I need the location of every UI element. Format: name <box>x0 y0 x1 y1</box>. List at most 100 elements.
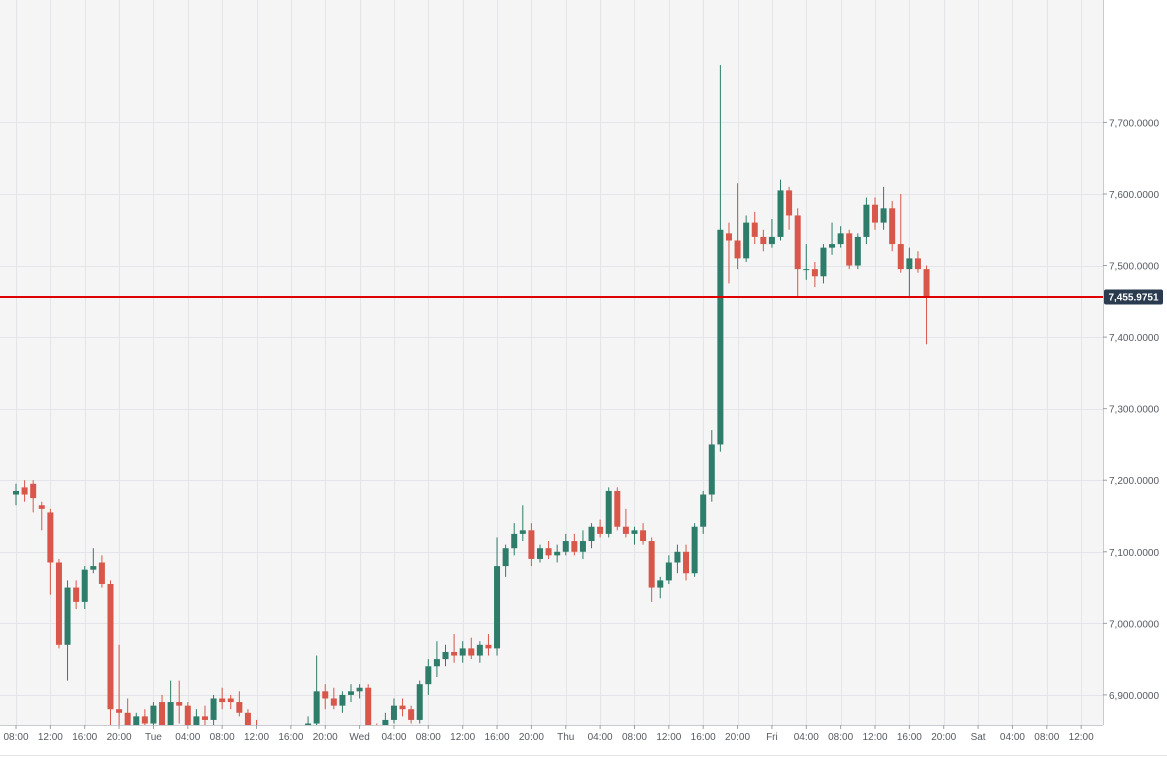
candle <box>451 634 458 663</box>
candle-body <box>348 691 355 695</box>
candle-body <box>356 687 363 692</box>
x-tick-label: 12:00 <box>656 732 681 743</box>
candle <box>339 691 346 713</box>
candle-body <box>665 562 672 581</box>
price-label-group: 7,455.9751 <box>1104 289 1163 305</box>
candle <box>803 244 810 280</box>
candle-body <box>30 483 37 499</box>
candle <box>502 544 509 577</box>
candle <box>562 533 569 556</box>
candle <box>30 480 37 513</box>
candle-body <box>244 712 251 735</box>
candle <box>554 544 561 563</box>
x-tick-label: 08:00 <box>416 732 441 743</box>
x-tick-label: 20:00 <box>931 732 956 743</box>
candle-body <box>519 530 526 534</box>
candle <box>854 233 861 270</box>
candle <box>21 480 28 502</box>
candle <box>751 211 758 245</box>
candle-body <box>863 204 870 237</box>
candle-body <box>408 709 415 720</box>
candle-body <box>502 548 509 567</box>
x-tick-label: 16:00 <box>691 732 716 743</box>
candle <box>829 222 836 255</box>
y-tick-label: 7,400.0000 <box>1109 333 1159 344</box>
candle <box>210 694 217 728</box>
candle-body <box>476 644 483 656</box>
candle <box>116 644 123 738</box>
x-tick-label: 04:00 <box>588 732 613 743</box>
candle-body <box>923 269 930 298</box>
candle-body <box>579 541 586 552</box>
candle <box>511 523 518 556</box>
candle <box>519 505 526 542</box>
candle <box>219 687 226 710</box>
x-tick-label: 08:00 <box>210 732 235 743</box>
candle-body <box>47 512 54 563</box>
x-tick-label: 16:00 <box>897 732 922 743</box>
candle-body <box>81 569 88 602</box>
candle <box>330 687 337 710</box>
candle-body <box>846 233 853 266</box>
candle-body <box>536 548 543 559</box>
candle <box>786 186 793 230</box>
candle-body <box>390 705 397 720</box>
x-tick-label: 04:00 <box>794 732 819 743</box>
candle <box>846 229 853 270</box>
candle <box>107 580 114 731</box>
candle <box>734 183 741 270</box>
candle-body <box>159 702 166 738</box>
candle <box>201 705 208 728</box>
candle-body <box>811 269 818 277</box>
candle-body <box>425 666 432 685</box>
candle <box>743 215 750 262</box>
x-tick-label: 08:00 <box>828 732 853 743</box>
candle <box>777 179 784 241</box>
candle <box>725 222 732 284</box>
candle-body <box>854 236 861 266</box>
candle <box>73 580 80 610</box>
candle <box>863 197 870 245</box>
candle-body <box>837 233 844 245</box>
candle-body <box>98 562 105 584</box>
candle-body <box>494 566 501 649</box>
candle-body <box>330 698 337 706</box>
candle <box>674 544 681 574</box>
candle <box>923 265 930 345</box>
candle-body <box>107 583 114 710</box>
candle <box>408 705 415 724</box>
candle-body <box>184 705 191 728</box>
candle <box>313 655 320 731</box>
candle-body <box>880 208 887 223</box>
candle <box>399 698 406 717</box>
candle-body <box>433 659 440 667</box>
candle-body <box>914 258 921 270</box>
candle-body <box>897 244 904 270</box>
candle <box>98 555 105 588</box>
candle-body <box>700 494 707 527</box>
candle <box>485 634 492 656</box>
x-tick-label: 12:00 <box>450 732 475 743</box>
candle-body <box>167 702 174 738</box>
y-axis: 6,800.00006,900.00007,000.00007,100.0000… <box>1103 118 1159 763</box>
y-tick-label: 7,300.0000 <box>1109 405 1159 416</box>
candle <box>356 684 363 699</box>
candle-body <box>13 490 19 495</box>
candle-body <box>657 580 664 588</box>
candle <box>640 523 647 545</box>
candle-body <box>605 490 612 534</box>
candle <box>811 261 818 288</box>
y-axis-panel <box>1103 0 1167 758</box>
candle <box>906 247 913 298</box>
candle-body <box>562 541 569 552</box>
candle-body <box>451 651 458 656</box>
candle-body <box>889 208 896 245</box>
candle <box>176 680 183 724</box>
candle-body <box>588 526 595 542</box>
candle-body <box>485 644 492 649</box>
candle <box>227 694 234 710</box>
candle <box>390 698 397 724</box>
candle-body <box>571 541 578 552</box>
